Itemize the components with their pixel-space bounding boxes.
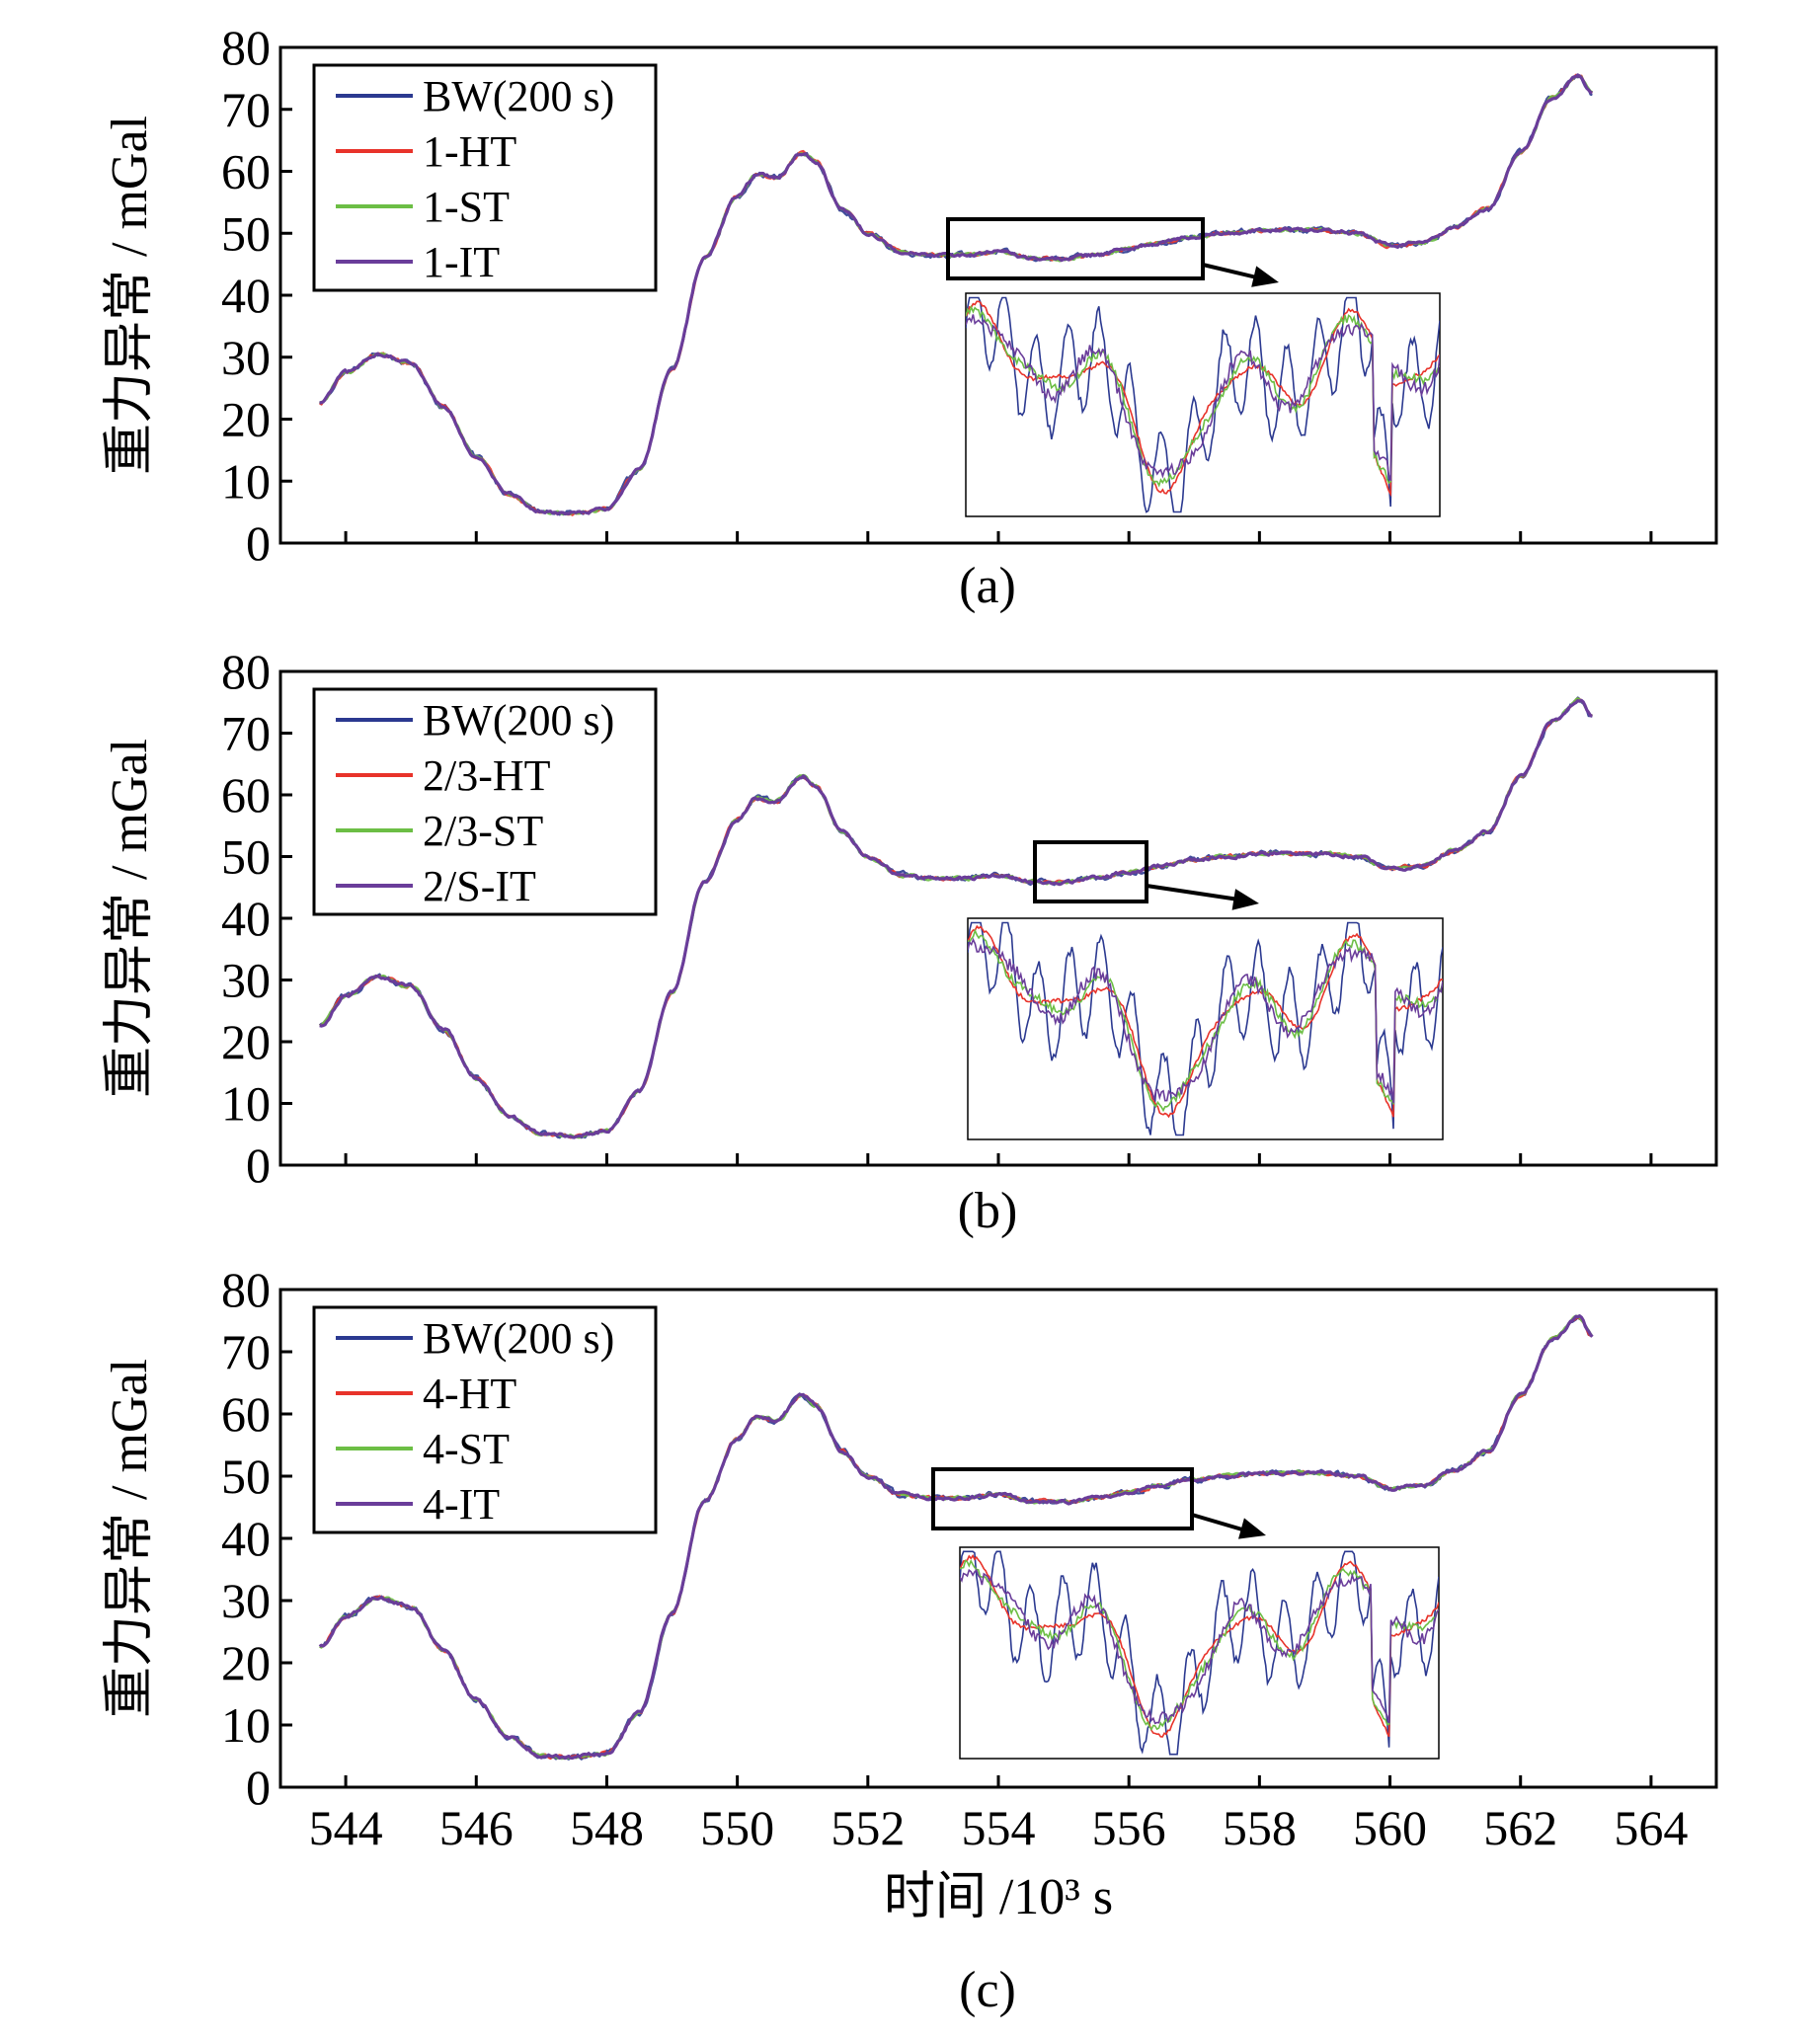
y-tick-label: 20 [221, 1014, 271, 1069]
inset-line-2-s-it [968, 937, 1443, 1104]
series-lines [318, 696, 1593, 1139]
zoom-box [946, 217, 1205, 280]
series-line-1-it [319, 73, 1593, 516]
legend-label: BW(200 s) [423, 696, 614, 745]
legend: BW(200 s) 1-HT 1-ST 1-IT [312, 63, 658, 292]
legend-label: 4-IT [423, 1480, 500, 1528]
x-tick-label: 562 [1483, 1800, 1557, 1855]
inset-frame [967, 917, 1444, 1140]
y-tick-label: 70 [221, 1324, 271, 1379]
x-tick-label: 546 [439, 1800, 514, 1855]
y-tick-label: 50 [221, 829, 271, 885]
inset-line-1-ht [966, 300, 1440, 498]
legend: BW(200 s) 2/3-HT 2/3-ST 2/S-IT [312, 687, 658, 916]
zoom-inset [965, 292, 1441, 517]
inset-frame [965, 292, 1441, 517]
y-tick-label: 80 [221, 20, 271, 75]
y-tick-label: 70 [221, 82, 271, 137]
y-tick-label: 20 [221, 392, 271, 447]
y-tick-label: 80 [221, 644, 271, 699]
y-tick-label: 10 [221, 453, 271, 509]
legend-label: 4-ST [423, 1425, 510, 1473]
legend-label: 1-HT [423, 127, 516, 176]
series-lines [319, 73, 1594, 516]
x-tick-label: 558 [1223, 1800, 1297, 1855]
inset-line-4-st [960, 1558, 1439, 1731]
series-lines [318, 1314, 1594, 1761]
y-tick-label: 0 [246, 1137, 271, 1193]
inset-frame [959, 1546, 1440, 1760]
x-tick-label: 564 [1614, 1800, 1688, 1855]
legend: BW(200 s) 4-HT 4-ST 4-IT [312, 1305, 658, 1534]
zoom-inset [959, 1546, 1440, 1760]
y-tick-label: 60 [221, 1386, 271, 1442]
y-tick-label: 80 [221, 1262, 271, 1317]
y-tick-label: 60 [221, 144, 271, 199]
y-tick-label: 40 [221, 891, 271, 946]
legend-label: BW(200 s) [423, 1314, 614, 1363]
x-tick-label: 556 [1092, 1800, 1166, 1855]
zoom-arrow-head [1237, 1518, 1266, 1539]
panel-caption: (a) [959, 558, 1016, 614]
y-tick-label: 10 [221, 1076, 271, 1132]
panel-caption: (c) [959, 1962, 1016, 2018]
inset-lines [960, 1550, 1439, 1756]
x-tick-label: 544 [309, 1800, 383, 1855]
y-tick-label: 0 [246, 1760, 271, 1815]
inset-line-1-it [966, 314, 1440, 482]
chart-panel-1: 0 10 20 30 40 50 60 70 80 重力异常 / mGal BW(200 s) 1-H… [102, 20, 1718, 614]
x-tick-label: 550 [700, 1800, 774, 1855]
legend-label: 2/3-HT [423, 751, 551, 800]
zoom-arrow-head [1251, 266, 1279, 287]
legend-label: 2/S-IT [423, 862, 536, 910]
zoom-box [1033, 840, 1148, 903]
inset-line-4-ht [960, 1554, 1439, 1738]
y-tick-label: 40 [221, 268, 271, 323]
inset-lines [968, 921, 1443, 1137]
y-tick-label: 30 [221, 1573, 271, 1628]
inset-line-2-3-st [968, 928, 1443, 1113]
zoom-inset [967, 917, 1444, 1140]
x-tick-label: 554 [962, 1800, 1036, 1855]
legend-label: 2/3-ST [423, 807, 543, 855]
y-axis-title: 重力异常 / mGal [102, 739, 158, 1098]
y-tick-label: 30 [221, 953, 271, 1008]
y-tick-label: 70 [221, 706, 271, 761]
x-tick-label: 560 [1353, 1800, 1427, 1855]
x-tick-label: 552 [831, 1800, 905, 1855]
legend-label: BW(200 s) [423, 72, 614, 120]
y-tick-label: 40 [221, 1511, 271, 1566]
y-tick-label: 0 [246, 515, 271, 571]
y-tick-label: 60 [221, 767, 271, 823]
legend-label: 1-IT [423, 238, 500, 286]
series-line-2-s-it [319, 698, 1593, 1139]
y-axis-title: 重力异常 / mGal [102, 1359, 158, 1718]
x-axis-title: 时间 /10³ s [884, 1869, 1113, 1925]
x-tick-label: 548 [570, 1800, 644, 1855]
inset-line-bw-200-s- [960, 1550, 1439, 1756]
y-axis-title: 重力异常 / mGal [102, 116, 158, 475]
legend-box [312, 687, 658, 916]
legend-label: 4-HT [423, 1370, 516, 1418]
panel-caption: (b) [958, 1183, 1018, 1239]
legend-box [312, 63, 658, 292]
zoom-box [931, 1467, 1194, 1530]
y-tick-label: 30 [221, 330, 271, 385]
y-tick-label: 20 [221, 1635, 271, 1690]
inset-line-4-it [960, 1568, 1439, 1725]
inset-line-2-3-ht [968, 924, 1443, 1119]
zoom-arrow-line [1146, 884, 1246, 902]
inset-lines [966, 296, 1440, 513]
y-tick-label: 50 [221, 205, 271, 261]
chart-panel-2: 010 20 30 40 50 60 70 80 重力异常 / mGal BW(200 s) 2/3… [102, 644, 1718, 1239]
y-tick-label: 10 [221, 1697, 271, 1753]
zoom-arrow-head [1231, 889, 1259, 910]
legend-box [312, 1305, 658, 1534]
series-line-4-it [318, 1314, 1594, 1761]
chart-panel-3: 0 10 20 30 40 50 60 70 80 544 546 548 550 552 554 556 55… [102, 1262, 1718, 2018]
legend-label: 1-ST [423, 183, 510, 231]
y-tick-label: 50 [221, 1449, 271, 1504]
